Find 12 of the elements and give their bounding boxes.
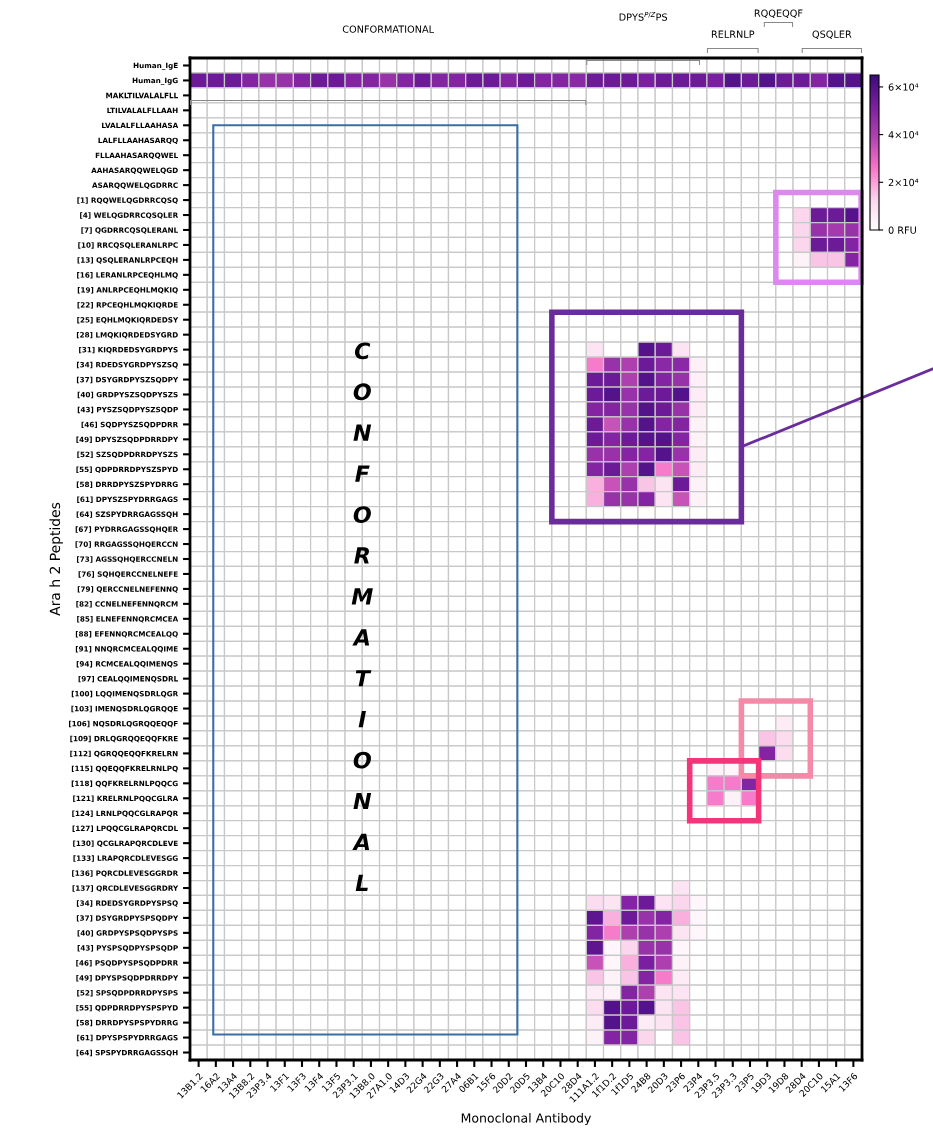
color-bar-label: 6×10⁴ [888,83,919,91]
color-bar-label: 0 RFU [888,226,916,234]
text: DPYS$^{P/Z}$PS [619,11,668,21]
color-bar-label: 2×10⁴ [888,178,919,187]
text: CONFORMATIONAL [342,25,434,33]
text: RQQEQQF [754,9,803,18]
y-axis-title: Ara h 2 Peptides [49,502,63,616]
text: RELRNLP [711,30,755,38]
color-bar-label: 4×10⁴ [888,131,919,139]
x-axis-title: Monoclonal Antibody [461,1113,592,1126]
text: QSQLER [812,30,852,39]
text: CONFORMATIONAL [351,342,373,891]
